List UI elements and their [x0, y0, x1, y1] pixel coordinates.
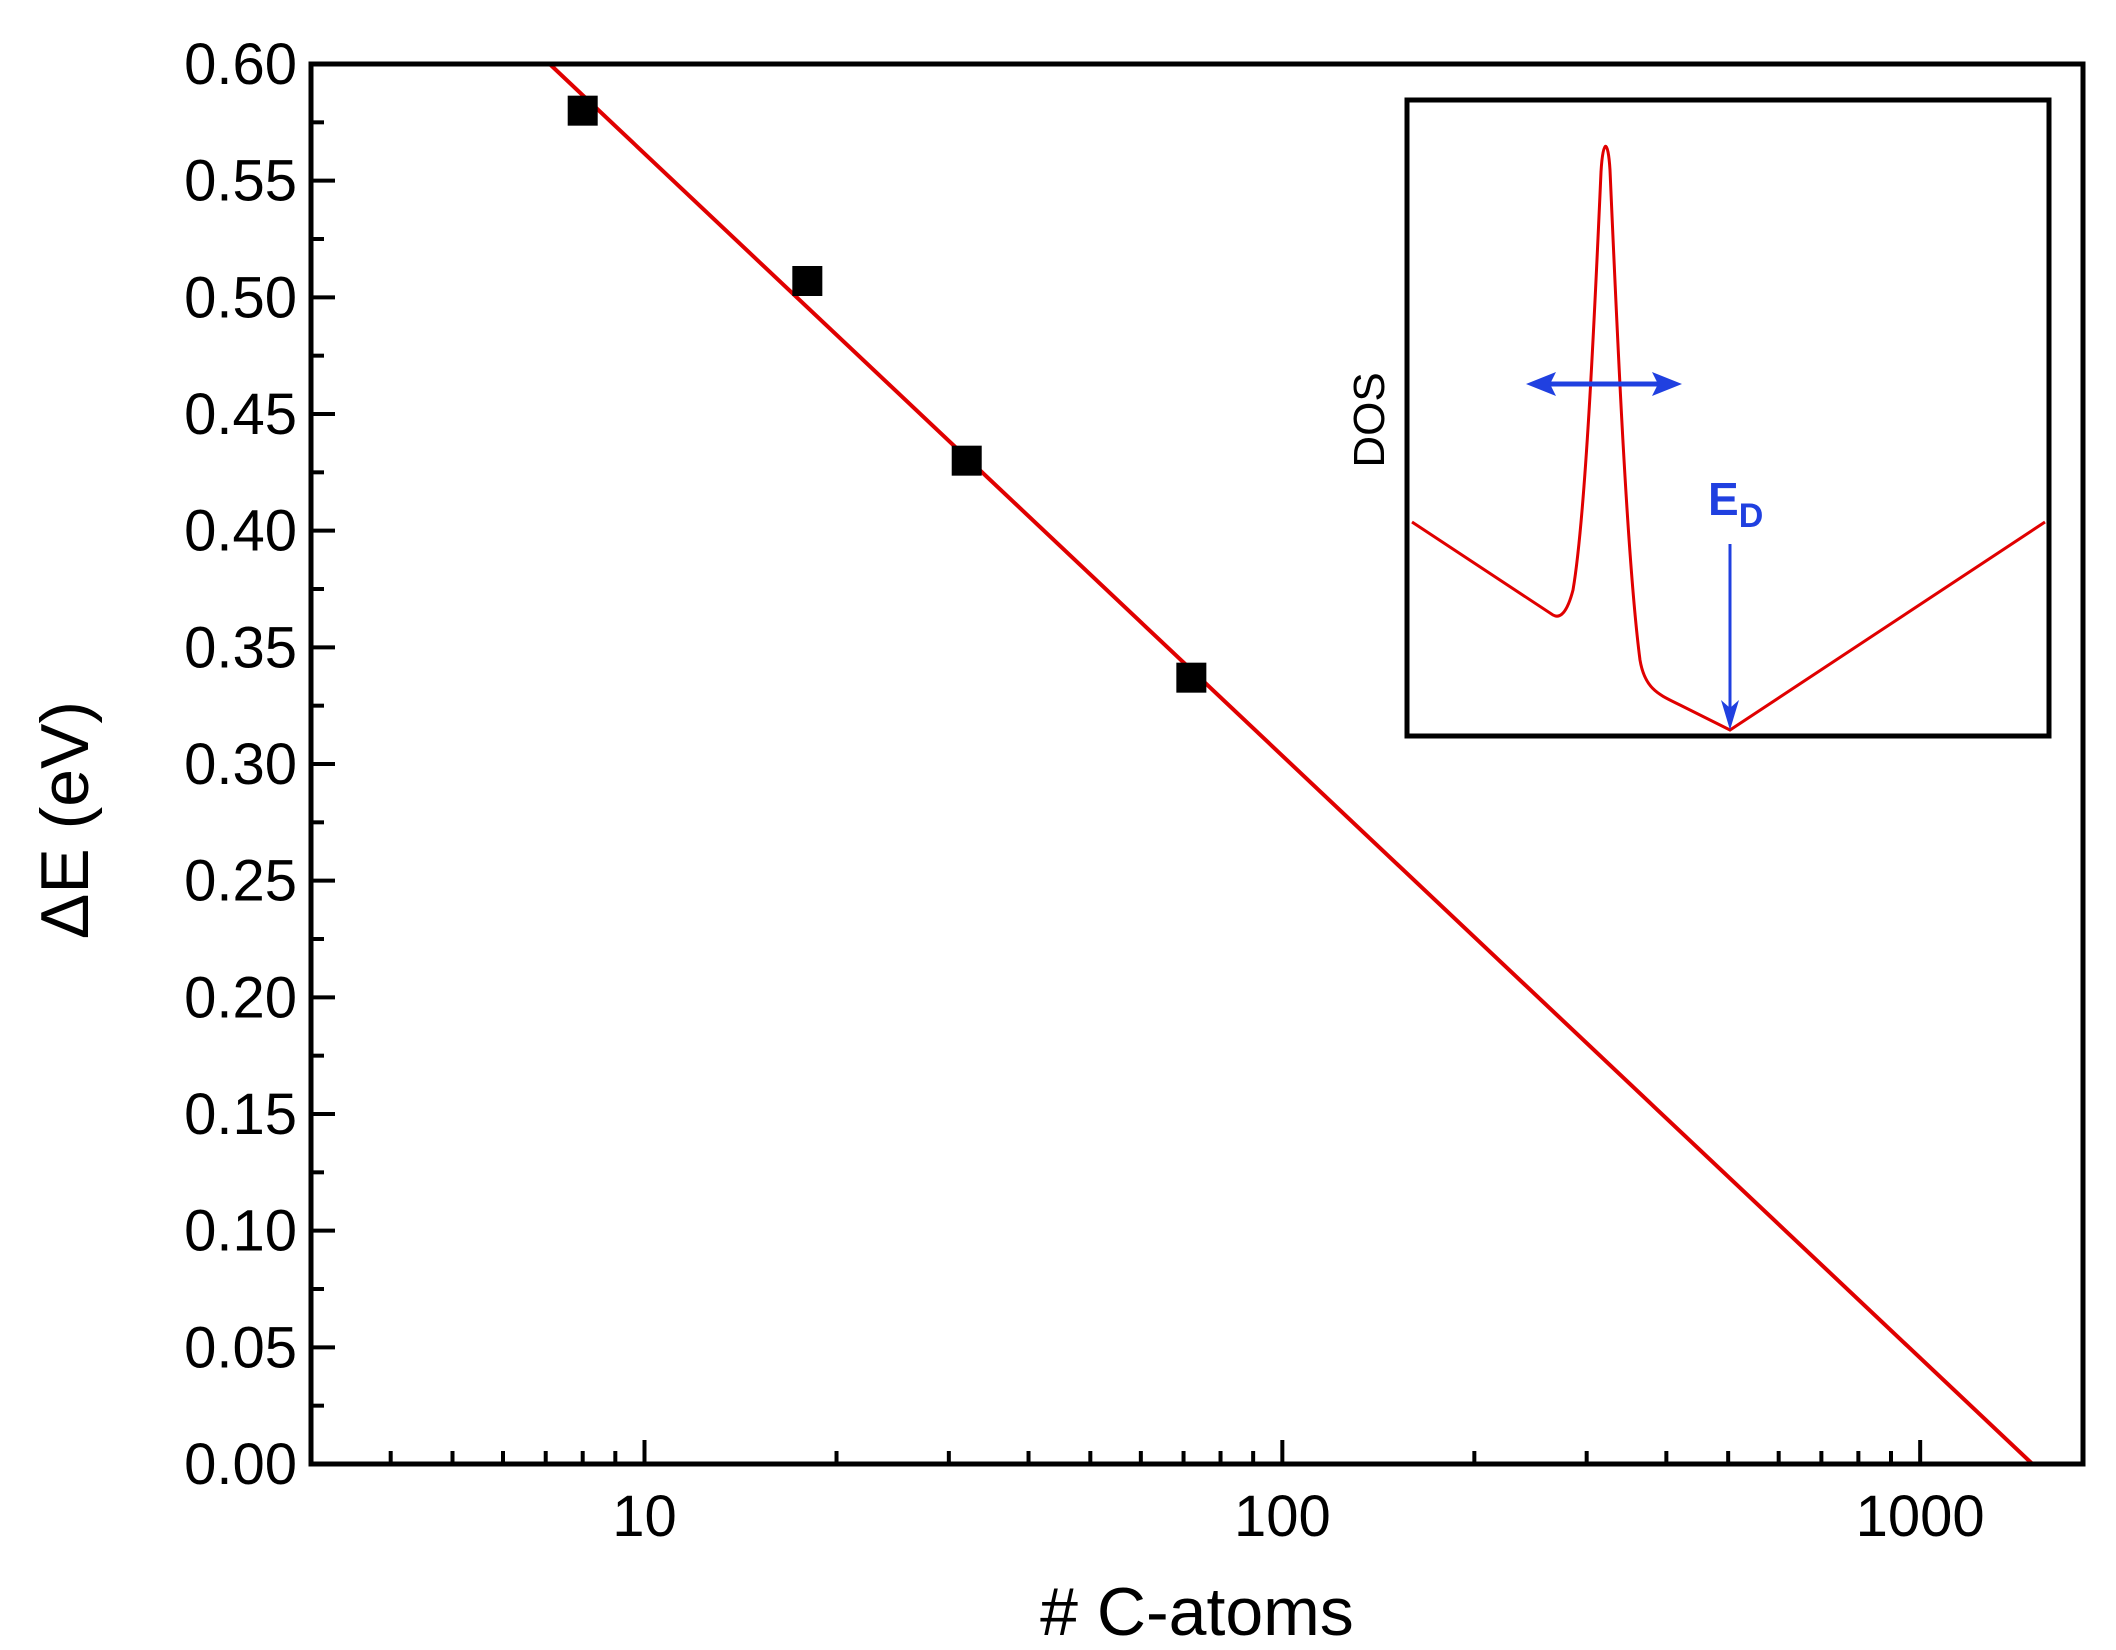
- inset-width-arrow: [1526, 372, 1682, 396]
- y-tick-label: 0.20: [184, 965, 297, 1030]
- y-tick-label: 0.45: [184, 382, 297, 447]
- inset: ED DOS: [1345, 97, 2052, 739]
- inset-frame: [1404, 97, 2052, 739]
- fit-line: [548, 62, 2034, 1466]
- y-tick-label: 0.40: [184, 499, 297, 564]
- y-tick-label: 0.15: [184, 1082, 297, 1147]
- y-tick-label: 0.25: [184, 849, 297, 914]
- data-point: [1176, 662, 1207, 693]
- y-tick-label: 0.35: [184, 615, 297, 680]
- inset-y-label: DOS: [1345, 372, 1394, 467]
- y-tick-label: 0.10: [184, 1199, 297, 1264]
- data-point: [567, 95, 598, 126]
- y-tick-label: 0.60: [184, 32, 297, 97]
- data-point: [951, 445, 982, 476]
- fit-line-layer: [548, 62, 2034, 1466]
- y-tick-label: 0.55: [184, 149, 297, 214]
- inset-ed-subscript: D: [1739, 497, 1764, 535]
- y-tick-label: 0.50: [184, 265, 297, 330]
- inset-ed-label: ED: [1708, 473, 1763, 535]
- axis-tick-labels: 0.00 0.05 0.10 0.15 0.20 0.25 0.30 0.35 0.40 0.45…: [184, 32, 1985, 1549]
- x-axis-title: # C-atoms: [1040, 1574, 1354, 1650]
- x-tick-label: 100: [1234, 1484, 1331, 1549]
- y-tick-label: 0.30: [184, 732, 297, 797]
- inset-ed-letter: E: [1708, 473, 1739, 525]
- y-tick-label: 0.00: [184, 1432, 297, 1497]
- inset-ed-arrow: [1721, 544, 1739, 730]
- data-points: [567, 95, 1207, 693]
- y-tick-label: 0.05: [184, 1315, 297, 1380]
- x-tick-label: 10: [612, 1484, 677, 1549]
- inset-dos-curve: [1411, 144, 2046, 732]
- x-tick-label: 1000: [1856, 1484, 1985, 1549]
- y-axis-title: ΔE (eV): [27, 701, 103, 939]
- plot-frame: [308, 61, 2086, 1467]
- data-point: [792, 266, 823, 296]
